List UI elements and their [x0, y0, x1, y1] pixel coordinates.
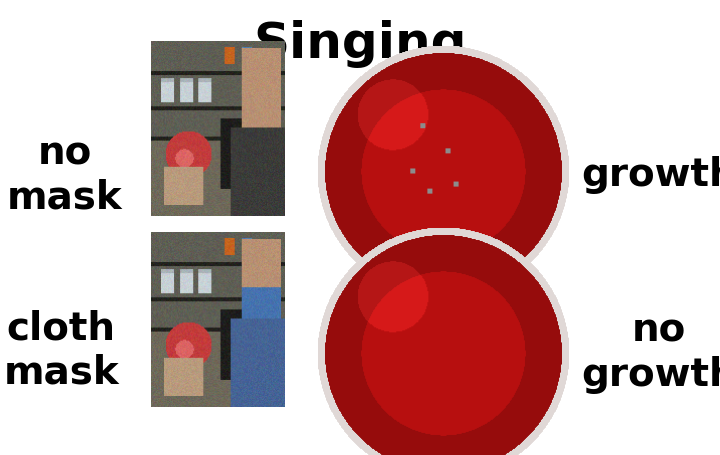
Text: cloth
mask: cloth mask [4, 309, 119, 391]
Text: no
growth: no growth [581, 312, 720, 394]
Text: Singing: Singing [253, 20, 467, 68]
Text: no
mask: no mask [7, 134, 122, 216]
Text: growth: growth [581, 156, 720, 194]
